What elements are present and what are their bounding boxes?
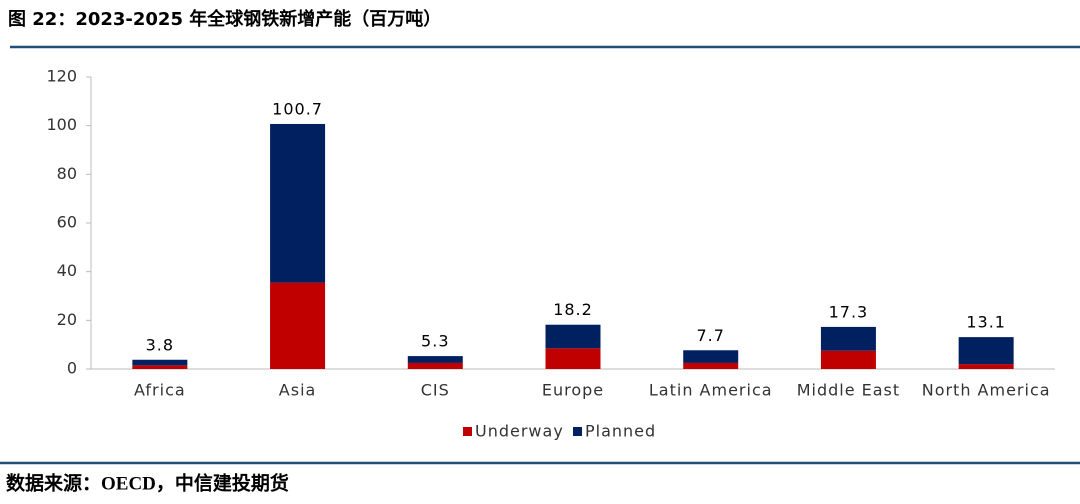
x-tick-label: Europe [542, 381, 604, 400]
bar-segment [958, 364, 1014, 369]
x-tick-label: Africa [134, 381, 186, 400]
y-tick-label: 20 [57, 310, 77, 329]
bar-segment [270, 123, 326, 283]
x-tick-label: North America [922, 381, 1051, 400]
y-tick-label: 120 [46, 67, 77, 86]
legend-label: Underway [475, 422, 564, 441]
chart-title: 图 22：2023-2025 年全球钢铁新增产能（百万吨） [8, 8, 441, 30]
bar-segment [132, 365, 188, 369]
bar-segment [820, 350, 876, 369]
total-label: 18.2 [553, 300, 593, 319]
x-tick-label: Asia [279, 381, 317, 400]
bar-segment [683, 350, 739, 363]
bar-segment [545, 348, 601, 369]
x-tick-label: CIS [421, 381, 450, 400]
x-tick-label: Middle East [797, 381, 900, 400]
bar-segment [958, 337, 1014, 365]
total-label: 13.1 [966, 313, 1006, 332]
y-tick-label: 80 [57, 164, 77, 183]
y-tick-label: 40 [57, 261, 77, 280]
total-label: 3.8 [146, 335, 174, 354]
bar-segment [820, 326, 876, 351]
total-label: 5.3 [421, 332, 449, 351]
legend-swatch [573, 427, 582, 436]
bar-segment [270, 282, 326, 369]
legend-label: Planned [585, 422, 656, 441]
source-note: 数据来源：OECD，中信建投期货 [6, 471, 289, 494]
total-label: 100.7 [272, 99, 323, 118]
total-label: 7.7 [696, 326, 724, 345]
legend-swatch [463, 427, 472, 436]
bar-segment [407, 362, 463, 369]
x-tick-label: Latin America [649, 381, 773, 400]
bar-segment [683, 362, 739, 369]
y-tick-label: 100 [46, 115, 77, 134]
bar-segment [407, 356, 463, 363]
y-tick-label: 60 [57, 213, 77, 232]
bar-segment [545, 324, 601, 349]
bar-segment [132, 359, 188, 366]
total-label: 17.3 [829, 302, 869, 321]
y-tick-label: 0 [67, 359, 77, 378]
